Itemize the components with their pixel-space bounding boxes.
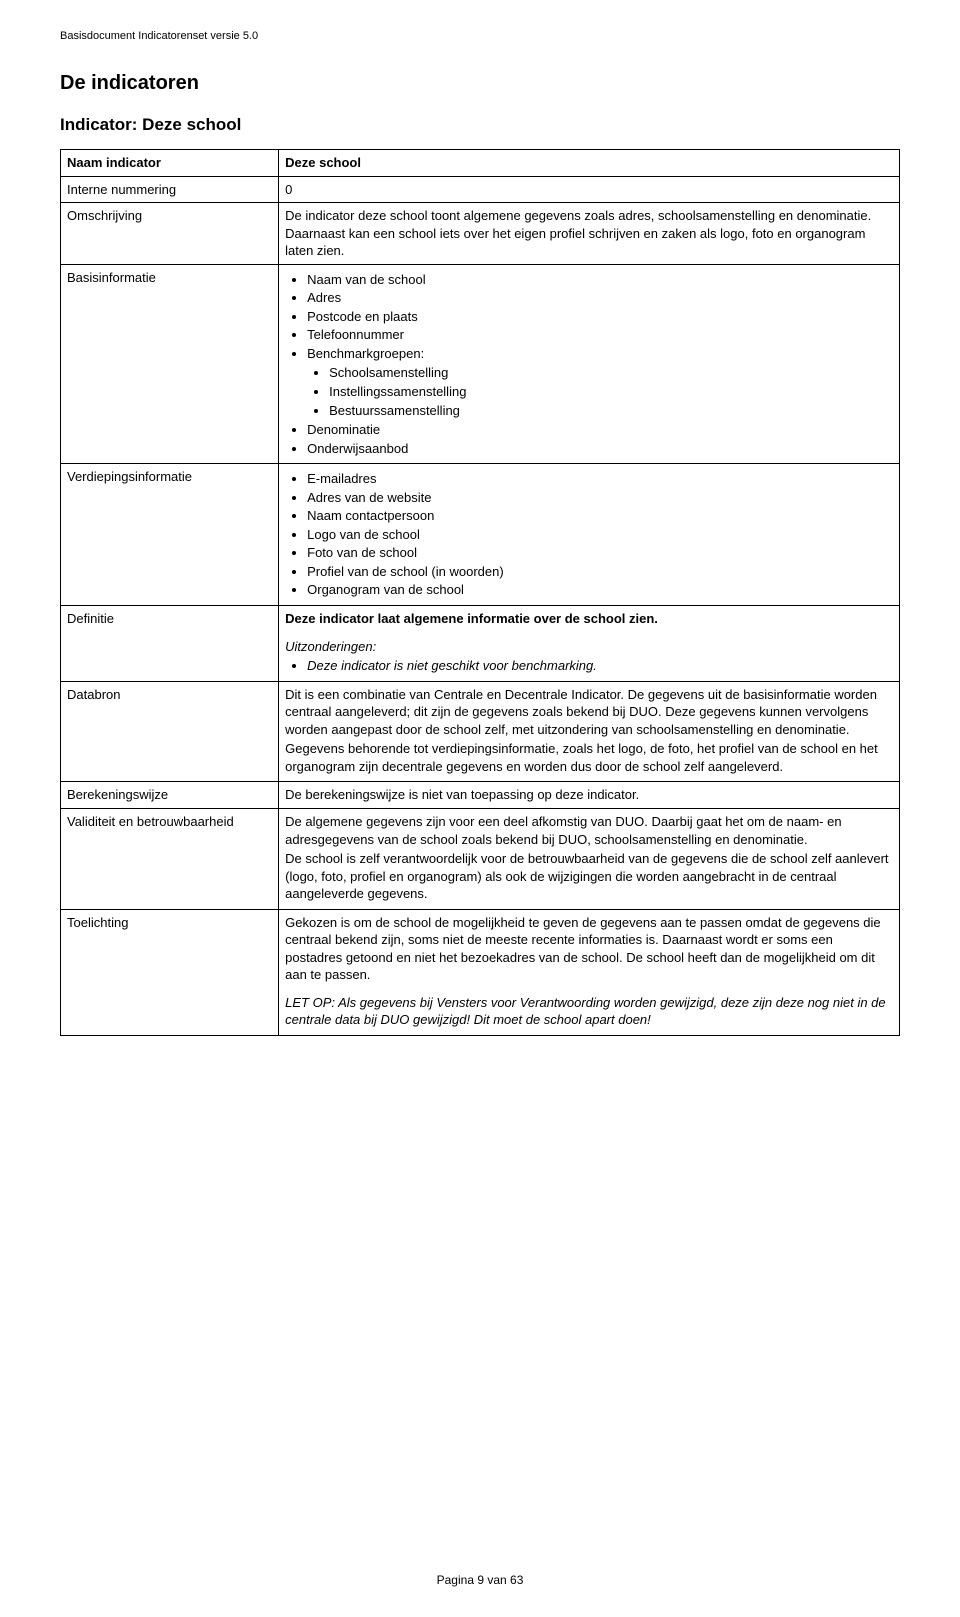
row-label-definitie: Definitie [61, 606, 279, 682]
exceptions-title: Uitzonderingen: [285, 638, 893, 656]
row-value-definitie: Deze indicator laat algemene informatie … [279, 606, 900, 682]
toelichting-p2: LET OP: Als gegevens bij Vensters voor V… [285, 994, 893, 1029]
row-label-berekening: Berekeningswijze [61, 782, 279, 809]
table-row: Omschrijving De indicator deze school to… [61, 203, 900, 265]
row-value-toelichting: Gekozen is om de school de mogelijkheid … [279, 909, 900, 1035]
table-row: Definitie Deze indicator laat algemene i… [61, 606, 900, 682]
list-item: Organogram van de school [307, 581, 893, 599]
row-label-verdieping: Verdiepingsinformatie [61, 464, 279, 606]
definitie-main: Deze indicator laat algemene informatie … [285, 610, 893, 628]
row-value-nummering: 0 [279, 176, 900, 203]
list-item: E-mailadres [307, 470, 893, 488]
indicator-table: Naam indicator Deze school Interne numme… [60, 149, 900, 1036]
row-label-databron: Databron [61, 681, 279, 782]
table-row: Basisinformatie Naam van de school Adres… [61, 264, 900, 463]
row-value-naam: Deze school [279, 150, 900, 177]
table-row: Databron Dit is een combinatie van Centr… [61, 681, 900, 782]
list-item: Telefoonnummer [307, 326, 893, 344]
row-label-toelichting: Toelichting [61, 909, 279, 1035]
row-value-basisinfo: Naam van de school Adres Postcode en pla… [279, 264, 900, 463]
validiteit-p1: De algemene gegevens zijn voor een deel … [285, 813, 893, 848]
table-row: Verdiepingsinformatie E-mailadres Adres … [61, 464, 900, 606]
row-value-validiteit: De algemene gegevens zijn voor een deel … [279, 808, 900, 909]
list-item: Schoolsamenstelling [329, 364, 893, 382]
list-item: Onderwijsaanbod [307, 440, 893, 458]
row-value-databron: Dit is een combinatie van Centrale en De… [279, 681, 900, 782]
list-item: Naam van de school [307, 271, 893, 289]
list-item: Bestuurssamenstelling [329, 402, 893, 420]
document-header: Basisdocument Indicatorenset versie 5.0 [60, 30, 900, 42]
table-row: Validiteit en betrouwbaarheid De algemen… [61, 808, 900, 909]
list-item: Deze indicator is niet geschikt voor ben… [307, 657, 893, 675]
list-item: Adres van de website [307, 489, 893, 507]
list-item: Benchmarkgroepen: Schoolsamenstelling In… [307, 345, 893, 419]
row-value-verdieping: E-mailadres Adres van de website Naam co… [279, 464, 900, 606]
table-row: Naam indicator Deze school [61, 150, 900, 177]
page-footer: Pagina 9 van 63 [0, 1573, 960, 1587]
databron-p2: Gegevens behorende tot verdiepingsinform… [285, 740, 893, 775]
list-item: Profiel van de school (in woorden) [307, 563, 893, 581]
list-item: Adres [307, 289, 893, 307]
section-title: De indicatoren [60, 72, 900, 95]
list-item: Postcode en plaats [307, 308, 893, 326]
row-label-validiteit: Validiteit en betrouwbaarheid [61, 808, 279, 909]
row-label-omschrijving: Omschrijving [61, 203, 279, 265]
row-value-omschrijving: De indicator deze school toont algemene … [279, 203, 900, 265]
list-item: Instellingssamenstelling [329, 383, 893, 401]
benchmark-label: Benchmarkgroepen: [307, 346, 424, 361]
table-row: Berekeningswijze De berekeningswijze is … [61, 782, 900, 809]
databron-p1: Dit is een combinatie van Centrale en De… [285, 686, 893, 739]
list-item: Foto van de school [307, 544, 893, 562]
list-item: Naam contactpersoon [307, 507, 893, 525]
table-row: Toelichting Gekozen is om de school de m… [61, 909, 900, 1035]
list-item: Logo van de school [307, 526, 893, 544]
row-label-naam: Naam indicator [61, 150, 279, 177]
subsection-title: Indicator: Deze school [60, 115, 900, 135]
table-row: Interne nummering 0 [61, 176, 900, 203]
toelichting-p1: Gekozen is om de school de mogelijkheid … [285, 914, 893, 984]
row-label-nummering: Interne nummering [61, 176, 279, 203]
row-label-basisinfo: Basisinformatie [61, 264, 279, 463]
list-item: Denominatie [307, 421, 893, 439]
row-value-berekening: De berekeningswijze is niet van toepassi… [279, 782, 900, 809]
validiteit-p2: De school is zelf verantwoordelijk voor … [285, 850, 893, 903]
